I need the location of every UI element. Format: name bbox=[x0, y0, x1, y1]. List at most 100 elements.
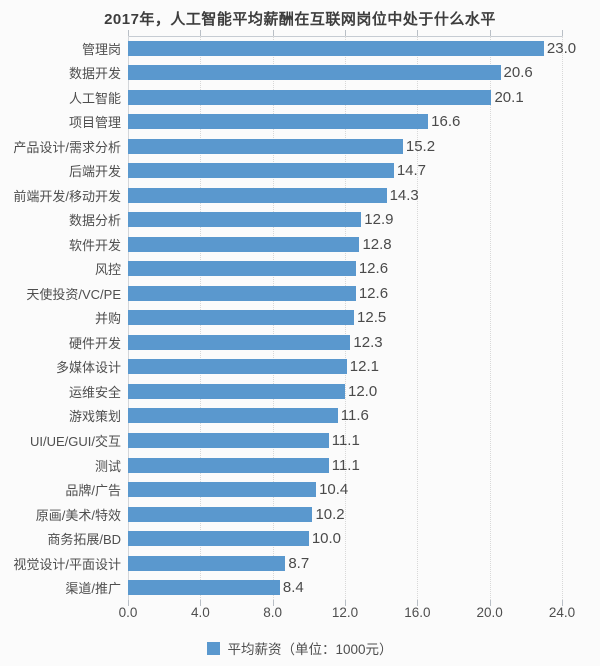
bar bbox=[128, 555, 286, 571]
bar-row: 游戏策划 11.6 bbox=[0, 404, 600, 429]
bar bbox=[128, 40, 544, 56]
x-tick-label: 16.0 bbox=[404, 605, 431, 620]
category-label: 游戏策划 bbox=[68, 409, 121, 425]
x-tick-label: 20.0 bbox=[476, 605, 503, 620]
bar bbox=[128, 187, 387, 203]
bar bbox=[128, 359, 347, 375]
bar-row: 前端开发/移动开发 14.3 bbox=[0, 183, 600, 208]
category-label: 数据开发 bbox=[68, 66, 121, 82]
x-tick-label: 8.0 bbox=[263, 605, 283, 620]
x-tick-label: 4.0 bbox=[190, 605, 210, 620]
x-tick-label: 12.0 bbox=[331, 605, 359, 620]
bar-row: 视觉设计/平面设计 8.7 bbox=[0, 551, 600, 576]
category-label: 管理岗 bbox=[81, 41, 121, 57]
bar-track: 12.6 bbox=[128, 285, 600, 302]
value-label: 10.2 bbox=[315, 505, 345, 523]
bar bbox=[128, 482, 317, 498]
value-label: 12.3 bbox=[353, 333, 383, 351]
legend-swatch-icon bbox=[207, 641, 221, 655]
bar-track: 23.0 bbox=[128, 40, 600, 57]
x-tick-label: 0.0 bbox=[118, 605, 138, 620]
plot-area: 管理岗 23.0 数据开发 20.6 人工智能 20.1 项目管理 16.6 产品设计/需求分析… bbox=[0, 30, 600, 606]
category-label: 产品设计/需求分析 bbox=[13, 139, 121, 155]
category-label: 后端开发 bbox=[68, 164, 121, 180]
value-label: 12.9 bbox=[364, 211, 394, 229]
bar-row: 渠道/推广 8.4 bbox=[0, 575, 600, 600]
value-label: 12.1 bbox=[349, 358, 379, 376]
category-label: 测试 bbox=[94, 458, 121, 474]
bar bbox=[128, 408, 338, 424]
category-label: 视觉设计/平面设计 bbox=[13, 556, 121, 572]
value-label: 10.4 bbox=[319, 481, 349, 499]
bar bbox=[128, 285, 356, 301]
bar-track: 12.9 bbox=[128, 211, 600, 228]
category-label: UI/UE/GUI/交互 bbox=[29, 434, 121, 449]
bar bbox=[128, 65, 501, 81]
category-label: 硬件开发 bbox=[68, 335, 121, 351]
bar-row: 数据分析 12.9 bbox=[0, 208, 600, 233]
bar-row: 硬件开发 12.3 bbox=[0, 330, 600, 355]
bar-row: 人工智能 20.1 bbox=[0, 85, 600, 110]
value-label: 11.1 bbox=[331, 456, 360, 474]
bar-row: 运维安全 12.0 bbox=[0, 379, 600, 404]
bar-track: 12.8 bbox=[128, 236, 600, 253]
bar-track: 12.1 bbox=[128, 358, 600, 375]
category-label: 渠道/推广 bbox=[65, 581, 121, 597]
value-label: 10.0 bbox=[311, 530, 342, 548]
bar bbox=[128, 236, 360, 252]
bar-track: 11.1 bbox=[128, 457, 600, 474]
category-label: 人工智能 bbox=[68, 90, 121, 106]
bar-row: 并购 12.5 bbox=[0, 306, 600, 331]
bar bbox=[128, 506, 313, 522]
bar-row: UI/UE/GUI/交互 11.1 bbox=[0, 428, 600, 453]
bar-track: 14.7 bbox=[128, 162, 600, 179]
value-label: 12.5 bbox=[357, 309, 387, 327]
value-label: 14.3 bbox=[389, 186, 419, 204]
bar-track: 14.3 bbox=[128, 187, 600, 204]
bar-track: 11.6 bbox=[128, 407, 600, 424]
bar bbox=[128, 212, 362, 228]
value-label: 11.6 bbox=[340, 407, 369, 425]
bar-track: 16.6 bbox=[128, 113, 600, 130]
bar bbox=[128, 261, 356, 277]
bar-track: 12.3 bbox=[128, 334, 600, 351]
category-label: 风控 bbox=[94, 262, 121, 278]
value-label: 20.1 bbox=[494, 88, 524, 106]
value-label: 23.0 bbox=[546, 39, 577, 57]
category-label: 项目管理 bbox=[68, 115, 121, 131]
category-label: 并购 bbox=[94, 311, 121, 327]
bar-row: 风控 12.6 bbox=[0, 257, 600, 282]
bar bbox=[128, 114, 429, 130]
bar-row: 天使投资/VC/PE 12.6 bbox=[0, 281, 600, 306]
bar-track: 15.2 bbox=[128, 138, 600, 155]
bar bbox=[128, 89, 492, 105]
value-label: 8.4 bbox=[282, 579, 304, 597]
category-label: 前端开发/移动开发 bbox=[13, 188, 121, 204]
bar bbox=[128, 163, 394, 179]
bar bbox=[128, 138, 403, 154]
bar-track: 10.4 bbox=[128, 481, 600, 498]
bar-track: 12.0 bbox=[128, 383, 600, 400]
bar-row: 产品设计/需求分析 15.2 bbox=[0, 134, 600, 159]
category-label: 多媒体设计 bbox=[55, 360, 121, 376]
value-label: 12.6 bbox=[358, 260, 389, 278]
bar bbox=[128, 433, 329, 448]
category-label: 商务拓展/BD bbox=[47, 532, 121, 548]
bar-track: 20.6 bbox=[128, 64, 600, 81]
category-label: 软件开发 bbox=[68, 237, 121, 253]
category-label: 原画/美术/特效 bbox=[35, 507, 121, 523]
legend-label: 平均薪资（单位：1000元） bbox=[227, 642, 393, 657]
bar bbox=[128, 457, 329, 473]
bar bbox=[128, 383, 345, 399]
category-label: 数据分析 bbox=[68, 213, 121, 229]
bar-row: 多媒体设计 12.1 bbox=[0, 355, 600, 380]
bar-track: 8.7 bbox=[128, 555, 600, 572]
value-label: 11.1 bbox=[331, 432, 360, 449]
value-label: 8.7 bbox=[288, 554, 310, 572]
value-label: 16.6 bbox=[431, 113, 461, 131]
bar-track: 10.0 bbox=[128, 530, 600, 547]
bar-rows: 管理岗 23.0 数据开发 20.6 人工智能 20.1 项目管理 16.6 产品设计/需求分析… bbox=[0, 36, 600, 600]
bar bbox=[128, 531, 309, 547]
bar-track: 12.6 bbox=[128, 260, 600, 277]
